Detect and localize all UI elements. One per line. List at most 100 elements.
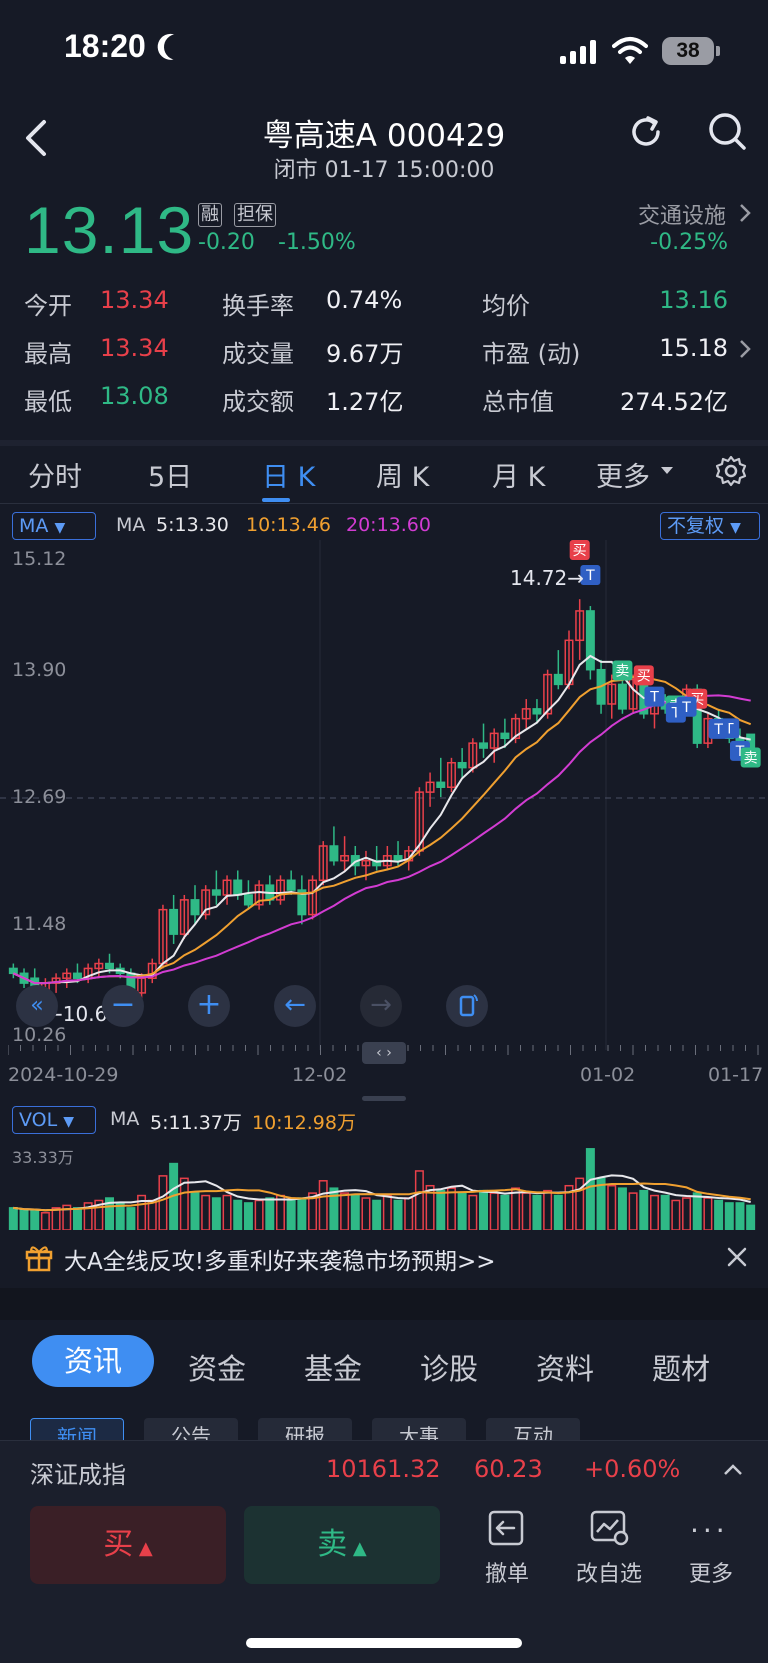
sell-button[interactable]: 卖 ▲ bbox=[244, 1506, 440, 1584]
rewind-icon[interactable]: « bbox=[16, 985, 58, 1027]
info-tab-funds[interactable]: 资金 bbox=[188, 1352, 247, 1386]
candle-body bbox=[201, 889, 211, 916]
tab-weekly-k[interactable]: 周 K bbox=[376, 462, 430, 493]
volume-bar bbox=[564, 1184, 574, 1230]
y-tick: 12.69 bbox=[12, 786, 67, 808]
vol-ma5-line bbox=[13, 1174, 751, 1212]
volume-bar bbox=[639, 1189, 649, 1230]
bottom-action-bar: 买 ▲ 卖 ▲ 撤单 改自选 ··· 更多 bbox=[0, 1500, 768, 1663]
tab-daily-k[interactable]: 日 K bbox=[262, 462, 316, 493]
info-tab-topics[interactable]: 题材 bbox=[652, 1352, 711, 1386]
volume-bar bbox=[446, 1187, 456, 1230]
volume-bar bbox=[361, 1197, 371, 1230]
tab-5day[interactable]: 5日 bbox=[148, 462, 193, 493]
stat-volume: 9.67万 bbox=[326, 340, 404, 368]
volume-bar bbox=[243, 1202, 253, 1230]
search-icon[interactable] bbox=[706, 110, 748, 152]
back-arrow-icon[interactable] bbox=[22, 118, 52, 158]
x-tick: 01-02 bbox=[580, 1064, 636, 1086]
news-banner-text[interactable]: 大A全线反攻!多重利好来袭稳市场预期>> bbox=[64, 1249, 496, 1275]
rotate-screen-icon[interactable] bbox=[446, 985, 488, 1027]
sector-change: -0.25% bbox=[650, 230, 728, 255]
chevron-right-icon[interactable] bbox=[738, 202, 752, 224]
tab-monthly-k[interactable]: 月 K bbox=[492, 462, 546, 493]
tab-intraday[interactable]: 分时 bbox=[28, 462, 82, 493]
pan-left-icon[interactable]: ← bbox=[274, 985, 316, 1027]
candle-body bbox=[329, 845, 339, 862]
edit-watchlist-icon[interactable] bbox=[588, 1508, 630, 1548]
ma10-line bbox=[12, 676, 752, 985]
volume-bar bbox=[521, 1192, 531, 1230]
signal-icon bbox=[560, 40, 600, 64]
subtab-events[interactable]: 大事 bbox=[372, 1418, 466, 1444]
candle-body bbox=[297, 889, 307, 916]
volume-bar bbox=[179, 1177, 189, 1230]
trade-marker-label: 卖 bbox=[744, 751, 758, 767]
stat-avg: 13.16 bbox=[659, 286, 728, 314]
zoom-in-icon[interactable]: + bbox=[188, 985, 230, 1027]
trade-marker-label: T bbox=[671, 706, 681, 722]
buy-button[interactable]: 买 ▲ bbox=[30, 1506, 226, 1584]
trade-marker bbox=[740, 747, 761, 768]
sector-link[interactable]: 交通设施 bbox=[637, 204, 726, 229]
vol-max-label: 33.33万 bbox=[12, 1148, 74, 1167]
market-status: 闭市 01-17 15:00:00 bbox=[273, 158, 495, 183]
refresh-icon[interactable] bbox=[626, 112, 666, 152]
news-banner[interactable]: 大A全线反攻!多重利好来袭稳市场预期>> bbox=[0, 1228, 768, 1286]
volume-bar bbox=[158, 1175, 168, 1230]
kline-chart[interactable]: 买T卖买T卖T买TTTT卖 bbox=[0, 540, 768, 1180]
stat-label: 成交额 bbox=[222, 388, 294, 416]
info-tab-profile[interactable]: 资料 bbox=[536, 1352, 595, 1386]
candle-body bbox=[446, 761, 456, 788]
battery-icon: 38 bbox=[662, 37, 714, 65]
close-icon[interactable] bbox=[726, 1246, 748, 1268]
candle-body bbox=[436, 781, 446, 788]
volume-bar bbox=[714, 1199, 724, 1230]
more-label[interactable]: 更多 bbox=[688, 1562, 733, 1587]
trade-marker-label: 买 bbox=[573, 543, 587, 559]
adjust-type-button[interactable]: 不复权 ▼ bbox=[660, 512, 760, 540]
index-change: 60.23 bbox=[474, 1455, 543, 1483]
cancel-order-label[interactable]: 撤单 bbox=[484, 1562, 529, 1587]
stat-label: 总市值 bbox=[482, 388, 554, 416]
subtab-interaction[interactable]: 互动 bbox=[486, 1418, 580, 1444]
info-tab-diagnosis[interactable]: 诊股 bbox=[420, 1352, 479, 1386]
stat-amount: 1.27亿 bbox=[326, 388, 404, 416]
settings-gear-icon[interactable] bbox=[714, 454, 748, 488]
pan-right-icon[interactable]: → bbox=[360, 985, 402, 1027]
cancel-order-icon[interactable] bbox=[486, 1508, 526, 1548]
volume-chart[interactable] bbox=[0, 1140, 768, 1230]
stat-turnover: 0.74% bbox=[326, 286, 403, 314]
zoom-out-icon[interactable]: − bbox=[102, 985, 144, 1027]
candle-body bbox=[543, 673, 553, 715]
subtab-announcements[interactable]: 公告 bbox=[144, 1418, 238, 1444]
vol-indicator-button[interactable]: VOL ▼ bbox=[12, 1106, 96, 1134]
ma-indicator-button[interactable]: MA ▼ bbox=[12, 512, 96, 540]
subtab-research[interactable]: 研报 bbox=[258, 1418, 352, 1444]
volume-bar bbox=[457, 1192, 467, 1230]
x-tick: 2024-10-29 bbox=[8, 1064, 119, 1086]
volume-bar bbox=[286, 1199, 296, 1230]
vol-button-label: VOL bbox=[19, 1109, 58, 1131]
info-tab-fund[interactable]: 基金 bbox=[304, 1352, 363, 1386]
trade-marker-label: T bbox=[735, 744, 745, 760]
stat-low: 13.08 bbox=[100, 382, 169, 410]
chevron-up-icon[interactable] bbox=[722, 1463, 744, 1477]
scroll-handle[interactable]: ‹ › bbox=[362, 1042, 406, 1064]
subtab-news[interactable]: 新闻 bbox=[30, 1418, 124, 1444]
candle-body bbox=[585, 610, 595, 671]
volume-bar bbox=[297, 1197, 307, 1230]
stat-pe[interactable]: 15.18 bbox=[659, 334, 728, 362]
caret-down-icon[interactable] bbox=[660, 466, 674, 476]
more-dots-icon[interactable]: ··· bbox=[690, 1514, 729, 1547]
info-tab-news[interactable]: 资讯 bbox=[32, 1335, 154, 1387]
volume-bar bbox=[617, 1187, 627, 1230]
volume-bar bbox=[468, 1194, 478, 1230]
index-ticker[interactable]: 深证成指 10161.32 60.23 +0.60% bbox=[0, 1440, 768, 1500]
tab-more[interactable]: 更多 bbox=[596, 462, 650, 493]
pane-resize-handle[interactable] bbox=[362, 1096, 406, 1101]
candle-body bbox=[233, 879, 243, 896]
stat-label[interactable]: 市盈 (动) bbox=[482, 340, 581, 368]
chevron-right-icon[interactable] bbox=[738, 338, 752, 360]
edit-watchlist-label[interactable]: 改自选 bbox=[575, 1562, 642, 1587]
